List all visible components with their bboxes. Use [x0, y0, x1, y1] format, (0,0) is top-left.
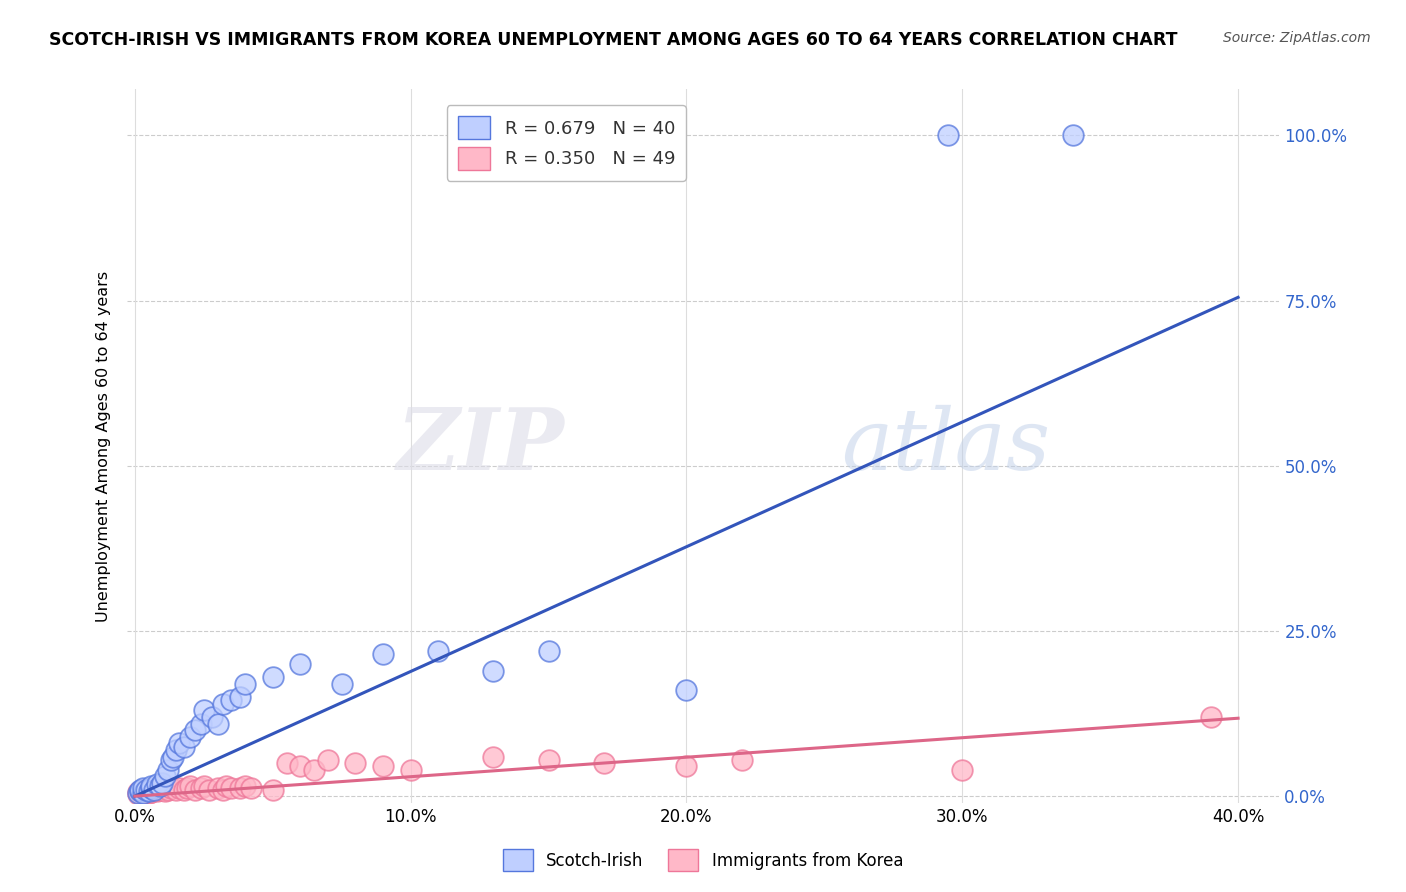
Point — [179, 730, 201, 744]
Point — [482, 664, 505, 678]
Point — [153, 784, 176, 798]
Point — [165, 743, 187, 757]
Point — [162, 749, 184, 764]
Point — [143, 782, 166, 797]
Point — [190, 716, 212, 731]
Point — [193, 779, 215, 793]
Point — [198, 782, 221, 797]
Point — [176, 781, 198, 796]
Point — [221, 693, 243, 707]
Point — [173, 782, 195, 797]
Point — [371, 759, 394, 773]
Point — [262, 782, 284, 797]
Point — [228, 690, 250, 704]
Text: atlas: atlas — [841, 405, 1050, 487]
Point — [537, 753, 560, 767]
Point — [290, 759, 312, 773]
Point — [215, 779, 238, 793]
Point — [153, 769, 176, 783]
Point — [730, 753, 752, 767]
Point — [316, 753, 339, 767]
Text: ZIP: ZIP — [396, 404, 565, 488]
Point — [938, 128, 960, 143]
Point — [127, 787, 149, 801]
Point — [129, 784, 152, 798]
Point — [173, 739, 195, 754]
Point — [152, 776, 174, 790]
Point — [190, 780, 212, 795]
Point — [129, 786, 152, 800]
Point — [149, 779, 172, 793]
Point — [184, 782, 207, 797]
Point — [207, 716, 229, 731]
Point — [184, 723, 207, 738]
Point — [132, 787, 155, 801]
Point — [482, 749, 505, 764]
Text: Source: ZipAtlas.com: Source: ZipAtlas.com — [1223, 31, 1371, 45]
Point — [138, 784, 160, 798]
Point — [138, 786, 160, 800]
Point — [239, 780, 262, 795]
Point — [167, 736, 190, 750]
Point — [179, 779, 201, 793]
Point — [156, 782, 179, 797]
Point — [399, 763, 422, 777]
Point — [135, 785, 157, 799]
Point — [201, 710, 224, 724]
Point — [262, 670, 284, 684]
Point — [330, 677, 353, 691]
Point — [141, 779, 163, 793]
Point — [159, 753, 181, 767]
Point — [132, 786, 155, 800]
Point — [167, 781, 190, 796]
Point — [592, 756, 614, 771]
Point — [276, 756, 298, 771]
Point — [193, 703, 215, 717]
Point — [129, 784, 152, 798]
Text: SCOTCH-IRISH VS IMMIGRANTS FROM KOREA UNEMPLOYMENT AMONG AGES 60 TO 64 YEARS COR: SCOTCH-IRISH VS IMMIGRANTS FROM KOREA UN… — [49, 31, 1178, 49]
Point — [149, 782, 172, 797]
Legend: R = 0.679   N = 40, R = 0.350   N = 49: R = 0.679 N = 40, R = 0.350 N = 49 — [447, 105, 686, 181]
Point — [141, 781, 163, 796]
Point — [207, 781, 229, 796]
Point — [212, 697, 235, 711]
Point — [165, 782, 187, 797]
Point — [233, 677, 256, 691]
Point — [143, 782, 166, 797]
Point — [950, 763, 973, 777]
Legend: Scotch-Irish, Immigrants from Korea: Scotch-Irish, Immigrants from Korea — [495, 841, 911, 880]
Point — [212, 782, 235, 797]
Point — [127, 785, 149, 799]
Point — [159, 781, 181, 796]
Point — [675, 759, 697, 773]
Point — [135, 782, 157, 797]
Point — [127, 786, 149, 800]
Point — [675, 683, 697, 698]
Point — [302, 763, 325, 777]
Point — [138, 784, 160, 798]
Point — [233, 779, 256, 793]
Point — [290, 657, 312, 671]
Point — [132, 783, 155, 797]
Point — [344, 756, 367, 771]
Point — [221, 780, 243, 795]
Point — [156, 763, 179, 777]
Point — [146, 784, 169, 798]
Point — [1062, 128, 1084, 143]
Point — [132, 781, 155, 796]
Point — [152, 781, 174, 796]
Point — [141, 784, 163, 798]
Point — [537, 644, 560, 658]
Point — [228, 781, 250, 796]
Point — [371, 647, 394, 661]
Point — [1199, 710, 1222, 724]
Point — [427, 644, 450, 658]
Point — [146, 777, 169, 791]
Point — [135, 782, 157, 797]
Y-axis label: Unemployment Among Ages 60 to 64 years: Unemployment Among Ages 60 to 64 years — [96, 270, 111, 622]
Point — [129, 782, 152, 797]
